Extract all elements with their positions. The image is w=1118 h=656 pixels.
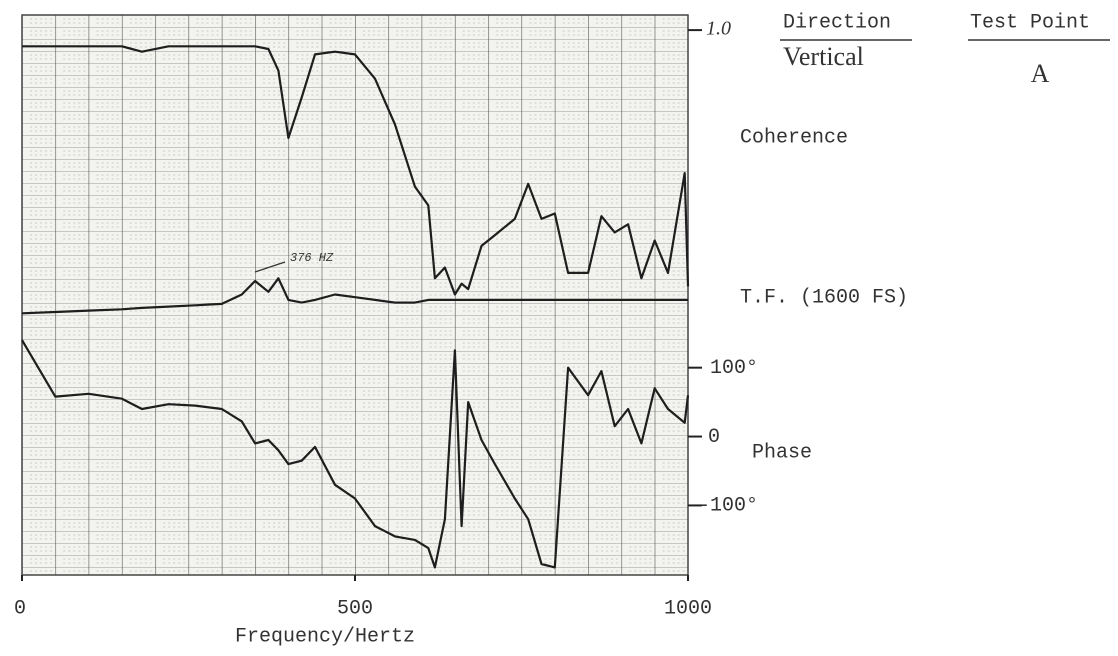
direction: Vertical bbox=[783, 42, 864, 71]
series-label: T.F. (1600 FS) bbox=[740, 286, 908, 309]
series-line bbox=[21, 277, 688, 315]
x-tick-label: 500 bbox=[337, 597, 373, 620]
series-line bbox=[22, 45, 690, 296]
direction-label: Direction bbox=[783, 11, 891, 34]
test-point-label: Test Point bbox=[970, 11, 1090, 34]
y-tick-label: 100° bbox=[710, 357, 758, 380]
test-point: A bbox=[1031, 59, 1050, 88]
y-tick-label: -100° bbox=[698, 495, 758, 518]
plot-area bbox=[21, 14, 689, 576]
x-axis-label: Frequency/Hertz bbox=[235, 625, 415, 648]
series-line bbox=[21, 339, 690, 569]
x-tick-label: 0 bbox=[14, 597, 26, 620]
series-label: Phase bbox=[752, 441, 812, 464]
y-tick-label: 0 bbox=[708, 426, 720, 449]
annotation: 376 HZ bbox=[290, 251, 334, 265]
series-label: Coherence bbox=[740, 126, 848, 149]
annotation-arrow bbox=[254, 261, 286, 273]
x-tick-label: 1000 bbox=[664, 597, 712, 620]
y2-tick-label: 1.0 bbox=[706, 18, 731, 40]
